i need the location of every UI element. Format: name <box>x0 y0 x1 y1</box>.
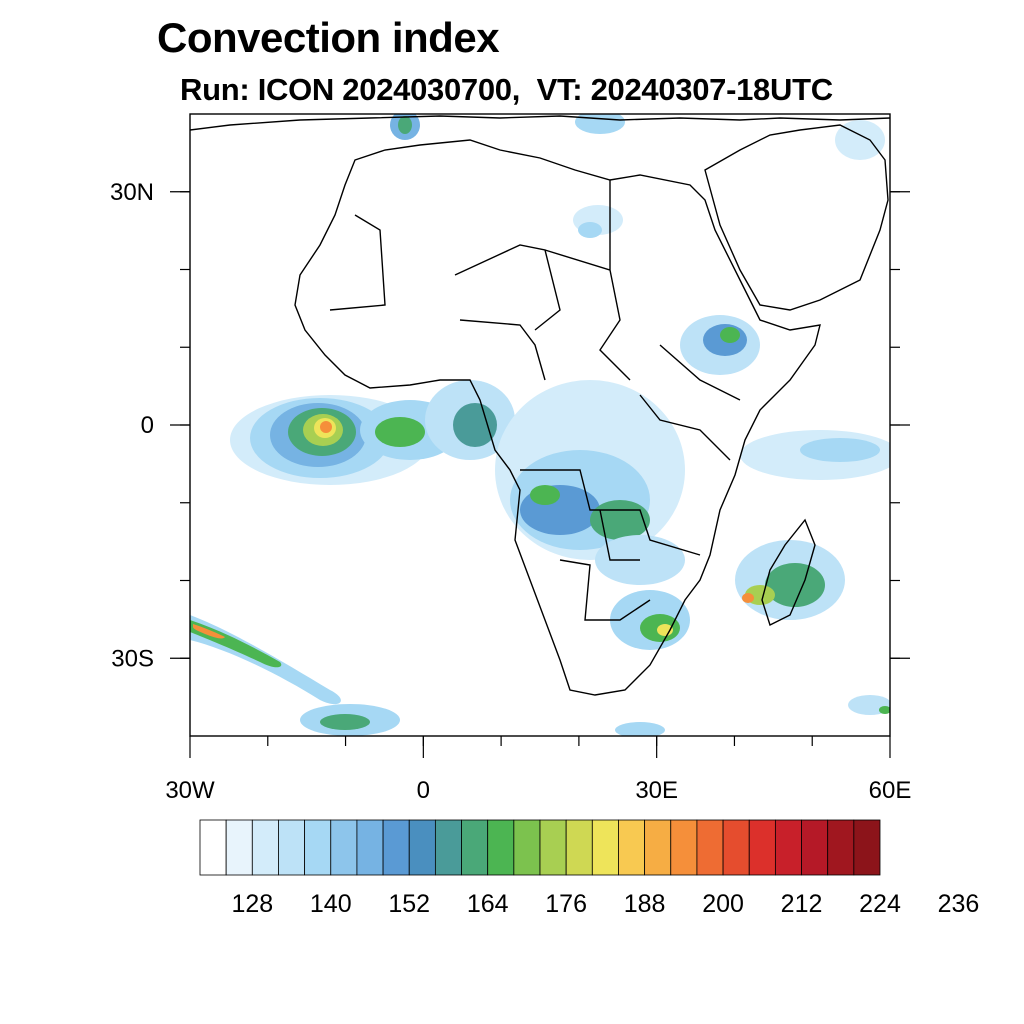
colorbar-swatch <box>251 819 279 876</box>
colorbar <box>199 819 881 876</box>
colorbar-swatch <box>461 819 489 876</box>
colorbar-swatch <box>565 819 593 876</box>
axis-tick-labels: 30N 0 30S 30W 0 30E 60E <box>110 179 911 804</box>
colorbar-swatch <box>487 819 515 876</box>
chart-title: Convection index <box>157 14 500 61</box>
lat-tick-label: 30N <box>110 179 154 206</box>
border-2 <box>520 344 741 621</box>
lon-tick-label: 0 <box>417 777 430 804</box>
colorbar-swatch <box>696 819 724 876</box>
colorbar-swatch <box>434 819 462 876</box>
colorbar-label: 200 <box>702 890 744 918</box>
colorbar-label: 188 <box>624 890 666 918</box>
colorbar-swatch <box>513 819 541 876</box>
colorbar-swatch <box>382 819 410 876</box>
colorbar-swatch <box>225 819 253 876</box>
colorbar-label: 128 <box>231 890 273 918</box>
colorbar-swatch <box>330 819 358 876</box>
axis-ticks <box>170 191 910 758</box>
lon-tick-label: 30E <box>635 777 678 804</box>
colorbar-swatch <box>408 819 436 876</box>
arabia-coastline <box>704 124 889 311</box>
colorbar-label: 236 <box>938 890 980 918</box>
colorbar-swatch <box>748 819 776 876</box>
colorbar-labels: 128 140 152 164 176 188 200 212 224 236 <box>231 890 979 918</box>
coastlines <box>190 115 890 696</box>
chart-subtitle: Run: ICON 2024030700, VT: 20240307-18UTC <box>180 72 833 107</box>
europe-coastline <box>190 115 890 131</box>
colorbar-label: 176 <box>545 890 587 918</box>
colorbar-swatch <box>304 819 332 876</box>
convection-field <box>190 114 890 736</box>
colorbar-swatch <box>722 819 750 876</box>
colorbar-swatch <box>356 819 384 876</box>
colorbar-label: 224 <box>859 890 901 918</box>
colorbar-label: 212 <box>781 890 823 918</box>
colorbar-swatch <box>827 819 855 876</box>
lat-tick-label: 30S <box>111 645 154 672</box>
colorbar-label: 152 <box>388 890 430 918</box>
colorbar-label: 164 <box>467 890 509 918</box>
lat-tick-label: 0 <box>141 412 154 439</box>
colorbar-swatch <box>801 819 829 876</box>
border-1 <box>329 180 631 381</box>
colorbar-swatch <box>278 819 306 876</box>
colorbar-swatch <box>539 819 567 876</box>
colorbar-swatch <box>591 819 619 876</box>
colorbar-swatch <box>853 819 881 876</box>
colorbar-swatch <box>618 819 646 876</box>
colorbar-label: 140 <box>310 890 352 918</box>
colorbar-swatch <box>774 819 802 876</box>
africa-coastline <box>294 139 821 696</box>
colorbar-swatch <box>199 819 227 876</box>
lon-tick-label: 60E <box>869 777 912 804</box>
madagascar-coastline <box>761 518 816 626</box>
colorbar-swatch <box>670 819 698 876</box>
colorbar-swatch <box>644 819 672 876</box>
lon-tick-label: 30W <box>165 777 215 804</box>
